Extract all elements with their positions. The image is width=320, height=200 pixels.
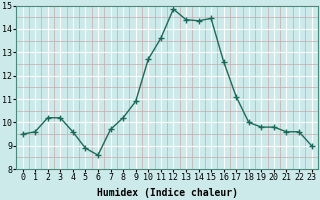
X-axis label: Humidex (Indice chaleur): Humidex (Indice chaleur) — [97, 188, 237, 198]
